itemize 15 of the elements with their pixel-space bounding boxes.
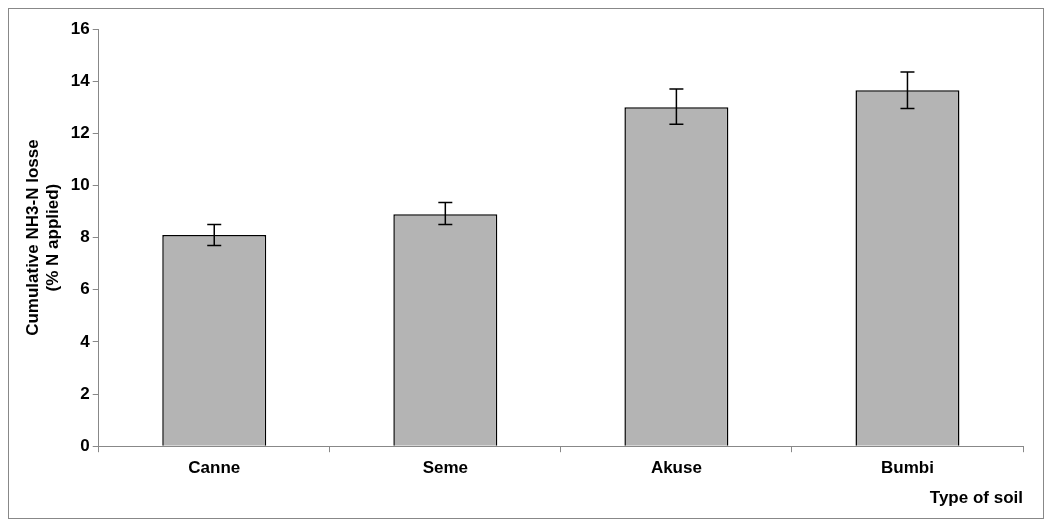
- y-tick-label: 4: [80, 331, 91, 351]
- y-tick-label: 2: [80, 383, 90, 403]
- y-tick-label: 8: [80, 227, 90, 247]
- x-tick-label: Bumbi: [881, 458, 934, 478]
- x-tick-label: Canne: [188, 458, 241, 478]
- y-axis-title: Cumulative NH3-N losse (% N applied): [22, 139, 63, 336]
- y-tick-label: 6: [80, 279, 90, 299]
- y-tick-label: 0: [80, 435, 90, 455]
- x-axis-title: Type of soil: [929, 488, 1023, 508]
- y-tick-label: 12: [70, 122, 90, 142]
- x-tick-label: Seme: [422, 458, 469, 478]
- y-tick-label: 10: [70, 175, 90, 195]
- y-tick-label: 14: [70, 70, 91, 90]
- y-tick-label: 16: [70, 18, 90, 38]
- x-tick-label: Akuse: [650, 458, 702, 478]
